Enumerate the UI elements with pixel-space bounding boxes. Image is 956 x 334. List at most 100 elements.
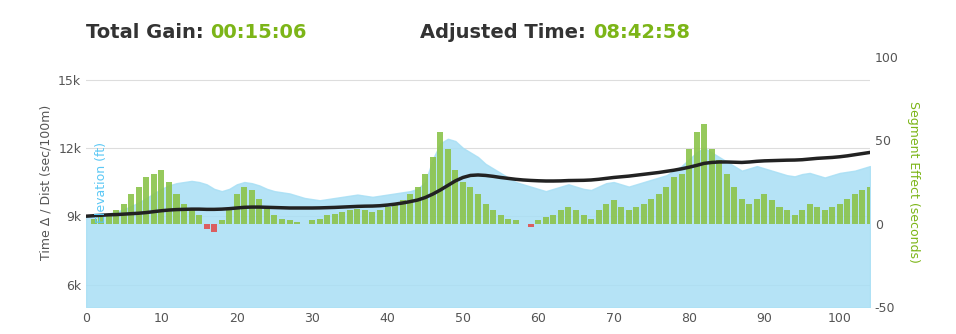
Bar [619, 207, 624, 224]
Bar [294, 222, 300, 224]
Bar [227, 210, 232, 224]
Bar [287, 220, 293, 224]
Bar [701, 124, 707, 224]
Bar [490, 210, 496, 224]
Bar [588, 219, 594, 224]
Bar [272, 215, 277, 224]
Bar [580, 215, 587, 224]
Bar [181, 204, 187, 224]
Bar [686, 149, 692, 224]
Bar [264, 207, 270, 224]
Bar [716, 160, 722, 224]
Bar [611, 200, 617, 224]
Bar [249, 190, 255, 224]
Bar [671, 177, 677, 224]
Bar [211, 224, 217, 232]
Bar [188, 210, 195, 224]
Bar [573, 210, 579, 224]
Bar [437, 132, 444, 224]
Bar [452, 170, 458, 224]
Bar [543, 217, 549, 224]
Bar [596, 210, 601, 224]
Bar [483, 204, 489, 224]
Bar [120, 204, 127, 224]
Bar [822, 210, 828, 224]
Bar [867, 187, 873, 224]
Bar [784, 210, 790, 224]
Y-axis label: Segment Effect (seconds): Segment Effect (seconds) [906, 101, 920, 263]
Bar [807, 204, 813, 224]
Bar [754, 199, 760, 224]
Bar [792, 215, 797, 224]
Bar [279, 219, 285, 224]
Bar [392, 204, 398, 224]
Bar [829, 207, 836, 224]
Y-axis label: Time Δ / Dist (sec/100m): Time Δ / Dist (sec/100m) [39, 105, 53, 260]
Bar [91, 219, 97, 224]
Bar [799, 210, 805, 224]
Bar [430, 157, 436, 224]
Bar [377, 210, 383, 224]
Bar [166, 182, 172, 224]
Bar [475, 194, 481, 224]
Bar [460, 182, 466, 224]
Bar [384, 207, 391, 224]
Bar [497, 215, 504, 224]
Bar [769, 200, 775, 224]
Bar [143, 177, 149, 224]
Bar [844, 199, 850, 224]
Bar [105, 214, 112, 224]
Bar [256, 199, 262, 224]
Bar [859, 190, 865, 224]
Bar [241, 187, 248, 224]
Bar [747, 204, 752, 224]
Bar [400, 200, 405, 224]
Bar [445, 149, 451, 224]
Bar [98, 215, 104, 224]
Bar [362, 210, 368, 224]
Bar [196, 215, 202, 224]
Text: 00:15:06: 00:15:06 [210, 23, 307, 42]
Bar [663, 187, 669, 224]
Text: Total Gain:: Total Gain: [86, 23, 210, 42]
Bar [467, 187, 473, 224]
Bar [136, 187, 141, 224]
Bar [641, 204, 647, 224]
Bar [512, 220, 519, 224]
Bar [656, 194, 662, 224]
Text: Adjusted Time:: Adjusted Time: [421, 23, 593, 42]
Bar [528, 224, 533, 227]
Bar [505, 219, 511, 224]
Bar [219, 220, 225, 224]
Bar [565, 207, 572, 224]
Bar [836, 204, 843, 224]
Bar [324, 215, 330, 224]
Bar [558, 210, 564, 224]
Bar [332, 214, 337, 224]
Bar [234, 194, 240, 224]
Bar [347, 210, 353, 224]
Bar [693, 132, 700, 224]
Bar [423, 174, 428, 224]
Text: 08:42:58: 08:42:58 [593, 23, 689, 42]
Bar [151, 174, 157, 224]
Bar [761, 194, 768, 224]
Bar [159, 170, 164, 224]
Bar [204, 224, 209, 229]
Bar [852, 194, 858, 224]
Bar [309, 220, 315, 224]
Bar [731, 187, 737, 224]
Bar [648, 199, 654, 224]
Bar [128, 194, 134, 224]
Bar [739, 199, 745, 224]
Bar [535, 220, 541, 224]
Bar [626, 210, 632, 224]
Bar [815, 207, 820, 224]
Bar [339, 212, 345, 224]
Bar [355, 209, 360, 224]
Bar [369, 212, 376, 224]
Bar [679, 174, 684, 224]
Bar [316, 219, 323, 224]
Bar [173, 194, 180, 224]
Bar [551, 215, 556, 224]
